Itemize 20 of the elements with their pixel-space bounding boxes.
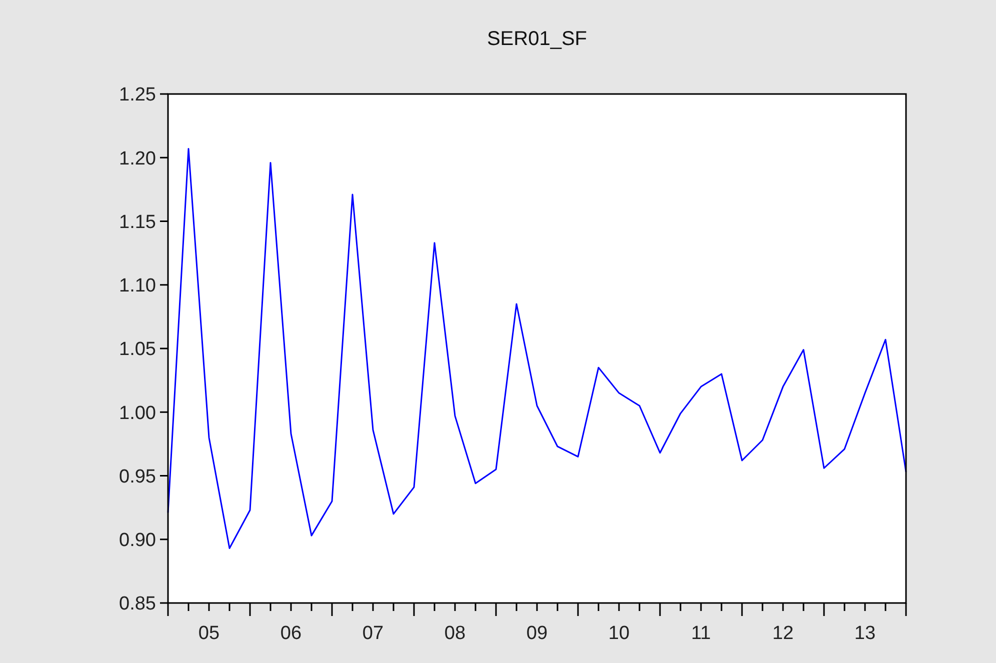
chart-title: SER01_SF xyxy=(486,28,588,50)
x-tick-label: 10 xyxy=(608,623,630,644)
y-tick-label: 1.05 xyxy=(119,339,156,360)
x-tick-label: 13 xyxy=(854,623,876,644)
y-tick-label: 0.85 xyxy=(119,594,156,615)
x-tick-label: 08 xyxy=(444,623,466,644)
y-tick-label: 1.25 xyxy=(119,84,156,106)
y-tick-label: 1.00 xyxy=(119,402,156,424)
x-tick-label: 06 xyxy=(280,623,302,644)
y-tick-label: 1.10 xyxy=(119,276,156,297)
y-tick-label: 1.15 xyxy=(119,212,156,233)
x-tick-label: 12 xyxy=(772,623,794,644)
x-tick-label: 11 xyxy=(691,623,711,644)
line-series xyxy=(167,148,907,550)
x-tick-label: 05 xyxy=(198,623,220,644)
x-tick-label: 07 xyxy=(362,623,384,644)
y-tick-label: 0.90 xyxy=(119,530,156,552)
y-tick-label: 0.95 xyxy=(119,466,156,488)
y-tick-label: 1.20 xyxy=(119,148,156,170)
x-tick-label: 09 xyxy=(526,623,548,644)
